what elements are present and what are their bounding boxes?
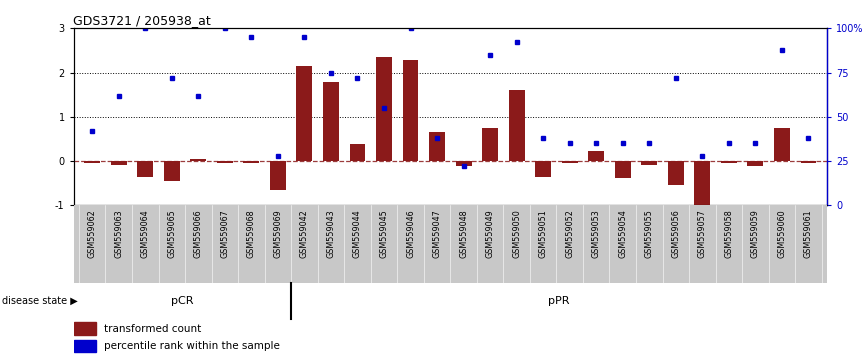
Text: GSM559048: GSM559048 xyxy=(459,209,469,258)
Text: GSM559045: GSM559045 xyxy=(379,209,389,258)
Text: GSM559057: GSM559057 xyxy=(698,209,707,258)
Bar xyxy=(84,161,100,163)
Text: pPR: pPR xyxy=(548,296,570,306)
Text: GSM559060: GSM559060 xyxy=(778,209,786,258)
Text: GSM559046: GSM559046 xyxy=(406,209,415,258)
Bar xyxy=(588,152,604,161)
Text: GSM559068: GSM559068 xyxy=(247,209,255,258)
Text: GSM559059: GSM559059 xyxy=(751,209,759,258)
Bar xyxy=(800,161,817,163)
Bar xyxy=(695,161,710,205)
Bar xyxy=(668,161,684,185)
Text: pCR: pCR xyxy=(171,296,194,306)
Text: GSM559067: GSM559067 xyxy=(220,209,229,258)
Text: GSM559051: GSM559051 xyxy=(539,209,547,258)
Bar xyxy=(721,161,737,163)
Bar xyxy=(774,128,790,161)
Bar xyxy=(403,60,418,161)
Text: GSM559058: GSM559058 xyxy=(724,209,734,258)
Text: transformed count: transformed count xyxy=(104,324,201,333)
Bar xyxy=(429,132,445,161)
Text: GSM559055: GSM559055 xyxy=(645,209,654,258)
Bar xyxy=(191,159,206,161)
Bar xyxy=(138,161,153,177)
Text: GSM559056: GSM559056 xyxy=(671,209,681,258)
Text: GSM559064: GSM559064 xyxy=(141,209,150,258)
Text: disease state ▶: disease state ▶ xyxy=(2,296,77,306)
Text: GSM559050: GSM559050 xyxy=(512,209,521,258)
Text: GSM559066: GSM559066 xyxy=(194,209,203,258)
Bar xyxy=(456,161,472,166)
Bar xyxy=(270,161,286,190)
Text: GSM559061: GSM559061 xyxy=(804,209,813,258)
Text: GSM559053: GSM559053 xyxy=(591,209,601,258)
Text: GSM559047: GSM559047 xyxy=(432,209,442,258)
Bar xyxy=(164,161,180,181)
Text: GSM559069: GSM559069 xyxy=(274,209,282,258)
Bar xyxy=(243,161,259,163)
Text: percentile rank within the sample: percentile rank within the sample xyxy=(104,341,280,351)
Bar xyxy=(350,144,365,161)
Text: GSM559043: GSM559043 xyxy=(326,209,335,258)
Text: GSM559065: GSM559065 xyxy=(167,209,177,258)
Bar xyxy=(323,82,339,161)
Bar xyxy=(376,57,392,161)
Bar xyxy=(642,161,657,165)
Text: GSM559052: GSM559052 xyxy=(565,209,574,258)
Bar xyxy=(74,340,96,352)
Text: GSM559044: GSM559044 xyxy=(353,209,362,258)
Text: GSM559054: GSM559054 xyxy=(618,209,627,258)
Bar xyxy=(216,161,233,163)
Bar xyxy=(296,66,313,161)
Bar xyxy=(508,90,525,161)
Bar xyxy=(482,128,498,161)
Text: GDS3721 / 205938_at: GDS3721 / 205938_at xyxy=(73,14,210,27)
Bar xyxy=(747,161,763,166)
Text: GSM559049: GSM559049 xyxy=(486,209,494,258)
Text: GSM559063: GSM559063 xyxy=(114,209,123,258)
Bar xyxy=(615,161,630,178)
Text: GSM559062: GSM559062 xyxy=(87,209,97,258)
Bar xyxy=(535,161,551,177)
Text: GSM559042: GSM559042 xyxy=(300,209,309,258)
Bar xyxy=(562,161,578,163)
Bar xyxy=(74,322,96,335)
Bar xyxy=(111,161,126,165)
